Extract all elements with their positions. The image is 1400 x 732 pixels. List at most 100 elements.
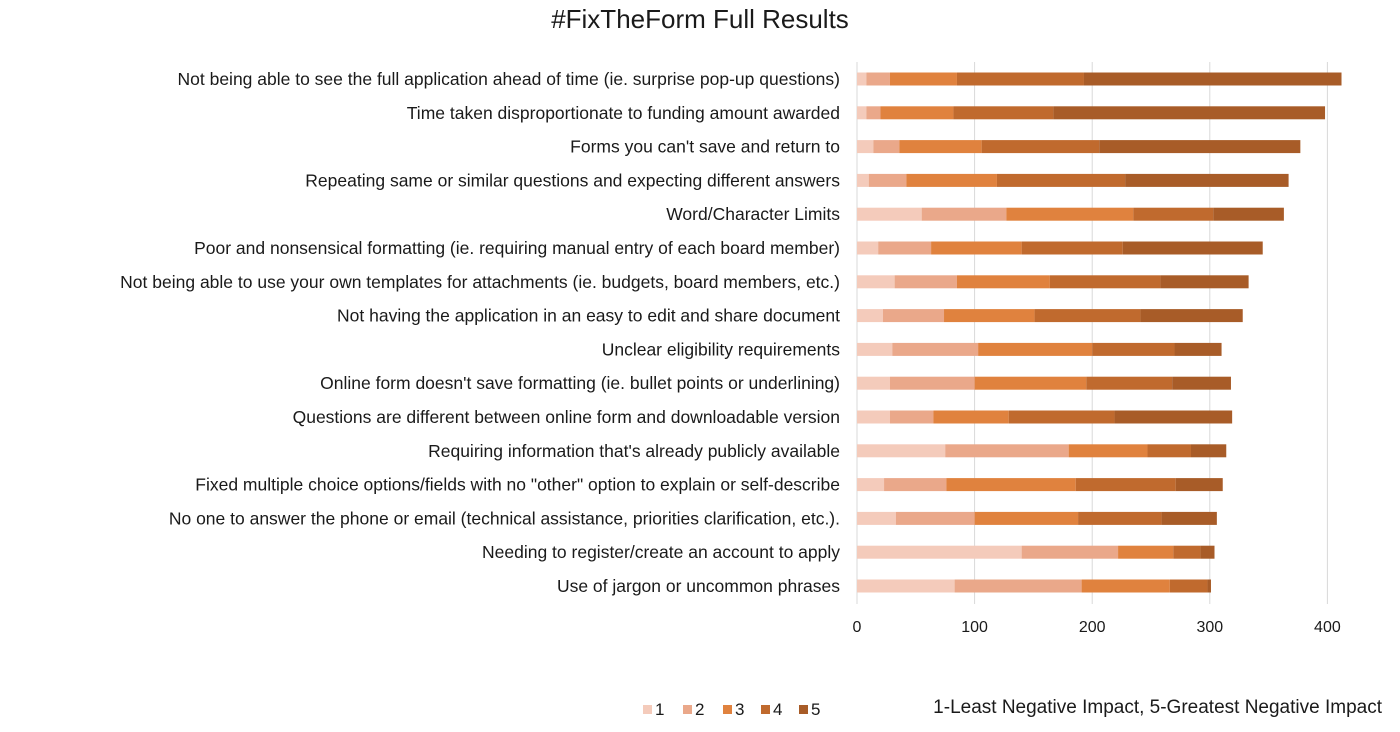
bar-segment-4 bbox=[1049, 275, 1161, 289]
x-tick-label: 200 bbox=[1079, 619, 1106, 636]
bar-segment-2 bbox=[873, 140, 900, 154]
bar-segment-3 bbox=[899, 140, 982, 154]
bar-segment-5 bbox=[1122, 241, 1263, 255]
category-label: Forms you can't save and return to bbox=[570, 137, 840, 157]
legend-label-3: 3 bbox=[735, 700, 744, 719]
bar-segment-4 bbox=[996, 173, 1126, 187]
bar-segment-5 bbox=[1213, 207, 1284, 221]
bar-segment-2 bbox=[882, 309, 945, 323]
bar-segment-1 bbox=[857, 173, 869, 187]
bar-segment-1 bbox=[857, 579, 955, 593]
legend-label-2: 2 bbox=[695, 700, 704, 719]
bar-segment-3 bbox=[974, 376, 1087, 390]
legend-label-1: 1 bbox=[655, 700, 664, 719]
bar-segment-4 bbox=[1021, 241, 1123, 255]
category-label: No one to answer the phone or email (tec… bbox=[169, 508, 840, 528]
bar-segment-2 bbox=[889, 410, 934, 424]
bar-segment-2 bbox=[866, 106, 881, 120]
bar-segment-5 bbox=[1053, 106, 1326, 120]
bar-segment-5 bbox=[1099, 140, 1301, 154]
bar-segment-1 bbox=[857, 275, 895, 289]
category-label: Use of jargon or uncommon phrases bbox=[557, 576, 840, 596]
bar-segment-1 bbox=[857, 478, 885, 492]
bar-segment-1 bbox=[857, 444, 946, 458]
category-label: Not being able to see the full applicati… bbox=[178, 69, 841, 89]
legend-label-5: 5 bbox=[811, 700, 820, 719]
bar-segment-4 bbox=[953, 106, 1054, 120]
legend-swatch-1 bbox=[643, 705, 652, 714]
bar-segment-1 bbox=[857, 241, 879, 255]
scale-note: 1-Least Negative Impact, 5-Greatest Nega… bbox=[933, 697, 1383, 718]
bar-segment-2 bbox=[921, 207, 1007, 221]
bar-segment-2 bbox=[878, 241, 932, 255]
category-label: Repeating same or similar questions and … bbox=[305, 170, 840, 190]
bar-segment-3 bbox=[1068, 444, 1148, 458]
bar-segment-3 bbox=[978, 342, 1093, 356]
x-tick-label: 100 bbox=[961, 619, 988, 636]
chart-title: #FixTheForm Full Results bbox=[551, 4, 849, 34]
legend-swatch-4 bbox=[761, 705, 770, 714]
x-tick-label: 0 bbox=[853, 619, 862, 636]
bar-segment-2 bbox=[889, 376, 975, 390]
bar-segment-5 bbox=[1190, 444, 1227, 458]
bar-segment-4 bbox=[1169, 579, 1208, 593]
bar-segment-2 bbox=[945, 444, 1069, 458]
x-axis-ticks: 0 100 200 300 400 bbox=[853, 619, 1341, 636]
bar-segment-5 bbox=[1114, 410, 1233, 424]
bar-segment-3 bbox=[889, 72, 957, 86]
bar-segment-5 bbox=[1160, 275, 1249, 289]
bar-segment-3 bbox=[933, 410, 1009, 424]
bar-segment-3 bbox=[1081, 579, 1170, 593]
category-label: Requiring information that's already pub… bbox=[428, 441, 840, 461]
category-labels: Not being able to see the full applicati… bbox=[120, 69, 840, 596]
bar-segment-3 bbox=[931, 241, 1022, 255]
bar-segment-5 bbox=[1174, 342, 1222, 356]
category-label: Poor and nonsensical formatting (ie. req… bbox=[194, 238, 840, 258]
legend-swatch-3 bbox=[723, 705, 732, 714]
category-label: Needing to register/create an account to… bbox=[482, 542, 840, 562]
bar-segment-2 bbox=[892, 342, 979, 356]
bar-segment-4 bbox=[1133, 207, 1214, 221]
category-label: Unclear eligibility requirements bbox=[602, 339, 841, 359]
bar-segment-3 bbox=[974, 511, 1079, 525]
bar-segment-4 bbox=[1086, 376, 1173, 390]
bar-segment-3 bbox=[1006, 207, 1134, 221]
bar-segment-1 bbox=[857, 207, 922, 221]
legend-label-4: 4 bbox=[773, 700, 782, 719]
bar-segment-4 bbox=[1078, 511, 1162, 525]
bar-segment-4 bbox=[1008, 410, 1115, 424]
bar-segment-1 bbox=[857, 410, 890, 424]
bar-segment-4 bbox=[1092, 342, 1175, 356]
bar-segment-5 bbox=[1172, 376, 1231, 390]
legend-swatch-2 bbox=[683, 705, 692, 714]
bar-segment-2 bbox=[868, 173, 907, 187]
bar-segment-3 bbox=[906, 173, 997, 187]
bar-segment-3 bbox=[946, 478, 1076, 492]
bar-segment-1 bbox=[857, 72, 867, 86]
category-label: Word/Character Limits bbox=[666, 204, 840, 224]
bar-segment-5 bbox=[1175, 478, 1223, 492]
bar-segment-3 bbox=[1118, 545, 1174, 559]
bar-segment-1 bbox=[857, 140, 874, 154]
bar-segment-1 bbox=[857, 545, 1022, 559]
bar-segment-5 bbox=[1207, 579, 1211, 593]
bar-segment-3 bbox=[880, 106, 954, 120]
bar-segment-2 bbox=[1021, 545, 1119, 559]
bar-segment-2 bbox=[866, 72, 890, 86]
bars bbox=[857, 72, 1342, 593]
bar-segment-2 bbox=[895, 511, 975, 525]
bar-segment-1 bbox=[857, 106, 867, 120]
x-tick-label: 300 bbox=[1196, 619, 1223, 636]
bar-segment-4 bbox=[1173, 545, 1201, 559]
bar-segment-5 bbox=[1083, 72, 1342, 86]
legend: 1 2 3 4 5 bbox=[643, 700, 820, 719]
bar-segment-5 bbox=[1125, 173, 1289, 187]
bar-segment-5 bbox=[1161, 511, 1217, 525]
bar-segment-2 bbox=[884, 478, 947, 492]
category-label: Not being able to use your own templates… bbox=[120, 272, 840, 292]
category-label: Online form doesn't save formatting (ie.… bbox=[320, 373, 840, 393]
bar-segment-4 bbox=[956, 72, 1084, 86]
bar-segment-3 bbox=[944, 309, 1035, 323]
x-tick-label: 400 bbox=[1314, 619, 1341, 636]
